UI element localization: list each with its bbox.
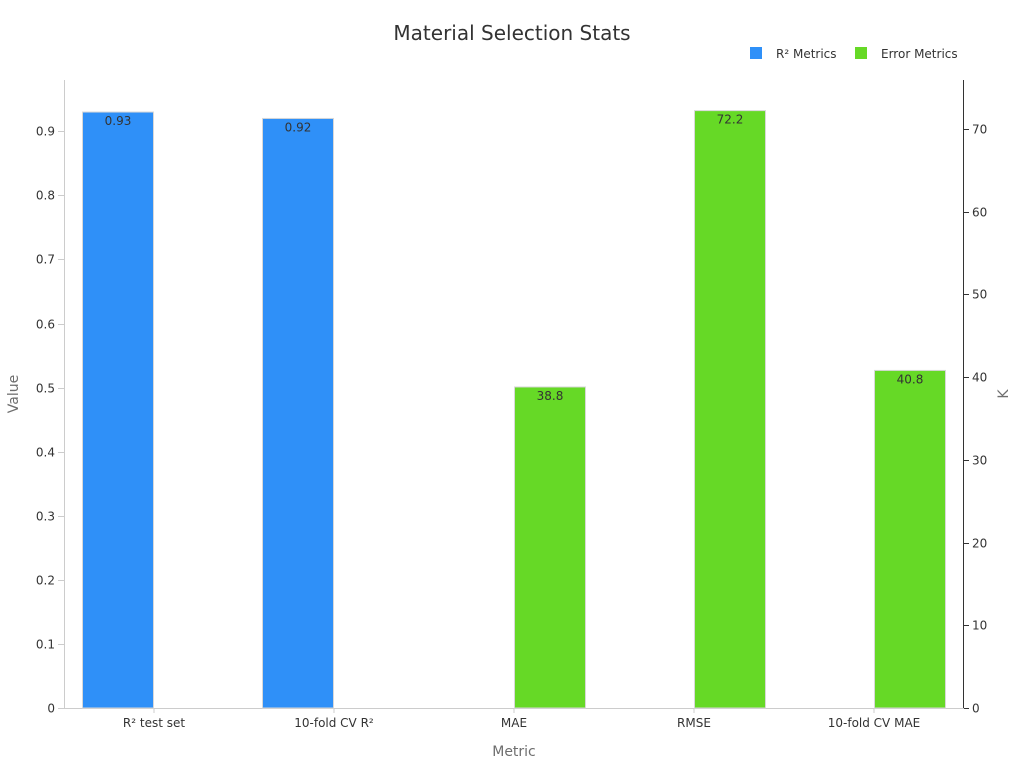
y2-tick-label: 0: [972, 702, 980, 716]
bar-value-label: 0.92: [285, 120, 312, 134]
data-labels: 0.93 0.92 38.8 72.2 40.8: [105, 113, 924, 403]
y-axis-left: 0 0.1 0.2 0.3 0.4 0.5 0.6 0.7 0.8 0.9: [36, 125, 64, 716]
y2-tick-label: 50: [972, 288, 987, 302]
legend: R² Metrics Error Metrics: [750, 47, 958, 61]
y-axis-right: 0 10 20 30 40 50 60 70: [964, 123, 987, 716]
y-tick-label: 0.5: [36, 382, 55, 396]
bar-value-label: 40.8: [897, 372, 924, 386]
y-tick-label: 0.8: [36, 189, 55, 203]
y2-axis-title: K: [996, 389, 1012, 399]
y-tick-label: 0.4: [36, 446, 55, 460]
y2-tick-label: 60: [972, 206, 987, 220]
bar-error: [514, 386, 586, 709]
y2-tick-label: 70: [972, 123, 987, 137]
y-axis-title: Value: [6, 375, 22, 413]
bar-error: [874, 369, 946, 709]
bar-r2: [82, 111, 154, 709]
legend-label-error: Error Metrics: [881, 47, 958, 61]
x-tick-label: 10-fold CV R²: [294, 716, 374, 730]
x-tick-label: RMSE: [677, 716, 711, 730]
y-tick-label: 0.6: [36, 318, 55, 332]
y2-tick-label: 20: [972, 537, 987, 551]
y-tick-label: 0.2: [36, 574, 55, 588]
chart-title: Material Selection Stats: [393, 21, 630, 45]
y2-tick-label: 40: [972, 371, 987, 385]
y2-tick-label: 10: [972, 619, 987, 633]
bar-value-label: 0.93: [105, 114, 132, 128]
bar-value-label: 38.8: [537, 389, 564, 403]
bar-error: [694, 110, 766, 709]
y-tick-label: 0.9: [36, 125, 55, 139]
y-tick-label: 0.7: [36, 253, 55, 267]
y-tick-label: 0: [47, 702, 55, 716]
x-axis-title: Metric: [492, 744, 536, 760]
y-tick-label: 0.1: [36, 638, 55, 652]
y-tick-label: 0.3: [36, 510, 55, 524]
x-axis: R² test set 10-fold CV R² MAE RMSE 10-fold C…: [123, 708, 920, 730]
legend-swatch-error: [855, 47, 867, 59]
bar-value-label: 72.2: [717, 113, 744, 127]
x-tick-label: 10-fold CV MAE: [828, 716, 920, 730]
bars: [82, 110, 946, 709]
legend-swatch-r2: [750, 47, 762, 59]
bar-r2: [262, 117, 334, 709]
x-tick-label: MAE: [501, 716, 527, 730]
legend-label-r2: R² Metrics: [776, 47, 837, 61]
y2-tick-label: 30: [972, 454, 987, 468]
x-tick-label: R² test set: [123, 716, 185, 730]
